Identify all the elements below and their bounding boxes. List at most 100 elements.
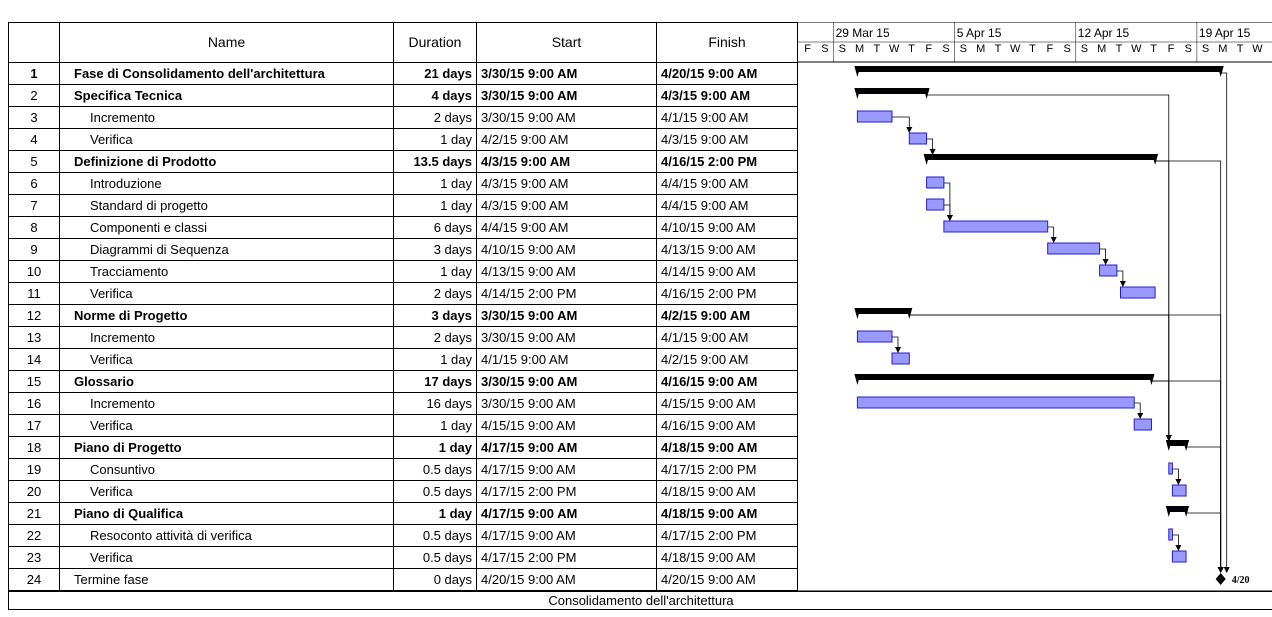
summary-start-cap bbox=[1165, 440, 1172, 451]
task-id: 4 bbox=[8, 128, 60, 151]
dependency-arrow bbox=[946, 215, 953, 221]
table-row[interactable]: 8 Componenti e classi 6 days 4/4/15 9:00 AM… bbox=[8, 216, 798, 239]
task-bar bbox=[856, 396, 1135, 409]
table-row[interactable]: 12 Norme di Progetto 3 days 3/30/15 9:00 AM… bbox=[8, 304, 798, 327]
task-id: 20 bbox=[8, 480, 60, 503]
task-duration: 2 days bbox=[393, 106, 477, 129]
table-row[interactable]: 16 Incremento 16 days 3/30/15 9:00 AM 4/15/1… bbox=[8, 392, 798, 415]
task-duration: 1 day bbox=[393, 348, 477, 371]
task-table: Name Duration Start Finish 1 Fase di Cons… bbox=[8, 22, 798, 591]
task-duration: 1 day bbox=[393, 260, 477, 283]
task-id: 5 bbox=[8, 150, 60, 173]
table-row[interactable]: 2 Specifica Tecnica 4 days 3/30/15 9:00 AM 4… bbox=[8, 84, 798, 107]
task-name: Incremento bbox=[59, 106, 394, 129]
task-name: Definizione di Prodotto bbox=[59, 150, 394, 173]
task-start: 4/3/15 9:00 AM bbox=[476, 172, 657, 195]
task-finish: 4/20/15 9:00 AM bbox=[656, 568, 798, 591]
task-name: Verifica bbox=[59, 480, 394, 503]
day-letter: S bbox=[1063, 43, 1070, 55]
summary-bar bbox=[926, 154, 1156, 160]
summary-bar bbox=[857, 308, 910, 314]
table-row[interactable]: 17 Verifica 1 day 4/15/15 9:00 AM 4/16/15 9:… bbox=[8, 414, 798, 437]
task-bar bbox=[908, 132, 928, 145]
task-bar bbox=[891, 352, 910, 365]
task-finish: 4/10/15 9:00 AM bbox=[656, 216, 798, 239]
table-row[interactable]: 10 Tracciamento 1 day 4/13/15 9:00 AM 4/14/1… bbox=[8, 260, 798, 283]
task-id: 22 bbox=[8, 524, 60, 547]
task-bar bbox=[856, 330, 893, 343]
dependency-arrow bbox=[1102, 259, 1109, 265]
task-duration: 0.5 days bbox=[393, 458, 477, 481]
task-start: 4/20/15 9:00 AM bbox=[476, 568, 657, 591]
day-letter: T bbox=[1029, 43, 1036, 55]
table-row[interactable]: 15 Glossario 17 days 3/30/15 9:00 AM 4/16/15… bbox=[8, 370, 798, 393]
day-letter: M bbox=[976, 43, 985, 55]
table-row[interactable]: 18 Piano di Progetto 1 day 4/17/15 9:00 AM 4… bbox=[8, 436, 798, 459]
table-row[interactable]: 24 Termine fase 0 days 4/20/15 9:00 AM 4/20/… bbox=[8, 568, 798, 591]
table-row[interactable]: 6 Introduzione 1 day 4/3/15 9:00 AM 4/4/15 9… bbox=[8, 172, 798, 195]
table-row[interactable]: 5 Definizione di Prodotto 13.5 days 4/3/15 … bbox=[8, 150, 798, 173]
task-start: 3/30/15 9:00 AM bbox=[476, 392, 657, 415]
task-name: Piano di Progetto bbox=[59, 436, 394, 459]
table-row[interactable]: 14 Verifica 1 day 4/1/15 9:00 AM 4/2/15 9:00… bbox=[8, 348, 798, 371]
day-letter: T bbox=[1237, 43, 1244, 55]
table-row[interactable]: 3 Incremento 2 days 3/30/15 9:00 AM 4/1/15 9… bbox=[8, 106, 798, 129]
table-row[interactable]: 11 Verifica 2 days 4/14/15 2:00 PM 4/16/15 2… bbox=[8, 282, 798, 305]
table-row[interactable]: 9 Diagrammi di Sequenza 3 days 4/10/15 9:00… bbox=[8, 238, 798, 261]
task-bar bbox=[1133, 418, 1152, 431]
table-row[interactable]: 23 Verifica 0.5 days 4/17/15 2:00 PM 4/18/15… bbox=[8, 546, 798, 569]
task-start: 4/17/15 9:00 AM bbox=[476, 524, 657, 547]
task-finish: 4/16/15 2:00 PM bbox=[656, 282, 798, 305]
task-bar bbox=[943, 220, 1049, 233]
task-start: 3/30/15 9:00 AM bbox=[476, 326, 657, 349]
summary-bar bbox=[1168, 440, 1187, 446]
column-header-name[interactable]: Name bbox=[59, 22, 394, 63]
column-header-finish[interactable]: Finish bbox=[656, 22, 798, 63]
column-header-start[interactable]: Start bbox=[476, 22, 657, 63]
task-duration: 17 days bbox=[393, 370, 477, 393]
task-id: 2 bbox=[8, 84, 60, 107]
task-duration: 0 days bbox=[393, 568, 477, 591]
column-header-duration[interactable]: Duration bbox=[393, 22, 477, 63]
table-row[interactable]: 13 Incremento 2 days 3/30/15 9:00 AM 4/1/15 … bbox=[8, 326, 798, 349]
task-start: 4/3/15 9:00 AM bbox=[476, 150, 657, 173]
task-start: 4/17/15 2:00 PM bbox=[476, 480, 657, 503]
table-row[interactable]: 7 Standard di progetto 1 day 4/3/15 9:00 AM… bbox=[8, 194, 798, 217]
task-start: 3/30/15 9:00 AM bbox=[476, 106, 657, 129]
task-id: 18 bbox=[8, 436, 60, 459]
task-id: 16 bbox=[8, 392, 60, 415]
task-start: 4/10/15 9:00 AM bbox=[476, 238, 657, 261]
task-duration: 0.5 days bbox=[393, 480, 477, 503]
task-bar bbox=[1171, 550, 1187, 563]
task-name: Componenti e classi bbox=[59, 216, 394, 239]
table-row[interactable]: 1 Fase di Consolidamento dell'architettur… bbox=[8, 62, 798, 85]
summary-end-cap bbox=[1183, 440, 1190, 451]
day-letter: S bbox=[839, 43, 846, 55]
table-row[interactable]: 22 Resoconto attività di verifica 0.5 days… bbox=[8, 524, 798, 547]
task-bar bbox=[926, 198, 945, 211]
task-id: 21 bbox=[8, 502, 60, 525]
task-bar bbox=[1171, 484, 1187, 497]
day-letter: M bbox=[1218, 43, 1227, 55]
summary-end-cap bbox=[1217, 66, 1224, 77]
summary-start-cap bbox=[854, 88, 861, 99]
task-duration: 3 days bbox=[393, 238, 477, 261]
table-row[interactable]: 21 Piano di Qualifica 1 day 4/17/15 9:00 AM… bbox=[8, 502, 798, 525]
footer-title: Consolidamento dell'architettura bbox=[8, 591, 1272, 610]
task-finish: 4/20/15 9:00 AM bbox=[656, 62, 798, 85]
task-start: 3/30/15 9:00 AM bbox=[476, 84, 657, 107]
task-start: 4/3/15 9:00 AM bbox=[476, 194, 657, 217]
task-id: 6 bbox=[8, 172, 60, 195]
dependency-arrow bbox=[894, 347, 901, 353]
task-finish: 4/17/15 2:00 PM bbox=[656, 524, 798, 547]
day-letter: W bbox=[1252, 43, 1263, 55]
task-id: 19 bbox=[8, 458, 60, 481]
table-row[interactable]: 4 Verifica 1 day 4/2/15 9:00 AM 4/3/15 9:00 … bbox=[8, 128, 798, 151]
summary-start-cap bbox=[923, 154, 930, 165]
table-row[interactable]: 20 Verifica 0.5 days 4/17/15 2:00 PM 4/18/15… bbox=[8, 480, 798, 503]
dependency-arrow bbox=[906, 127, 913, 133]
dependency-arrow bbox=[1137, 413, 1144, 419]
table-row[interactable]: 19 Consuntivo 0.5 days 4/17/15 9:00 AM 4/17/… bbox=[8, 458, 798, 481]
summary-start-cap bbox=[854, 374, 861, 385]
task-finish: 4/3/15 9:00 AM bbox=[656, 128, 798, 151]
